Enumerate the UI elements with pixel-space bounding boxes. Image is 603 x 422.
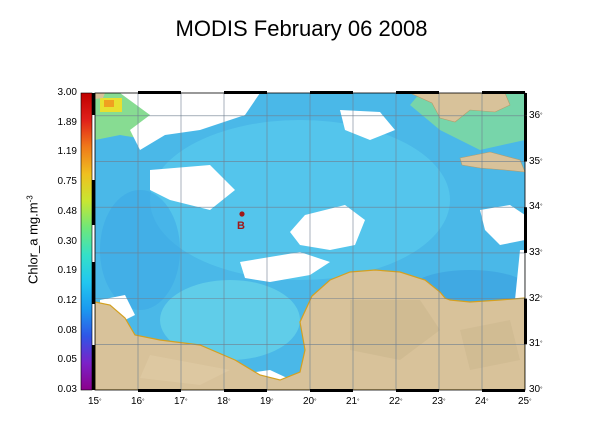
longitude-label-16: 16° <box>131 396 145 407</box>
colorbar-tick-3: 0.75 <box>57 176 77 188</box>
longitude-label-21: 21° <box>346 396 360 407</box>
frame-scale-bar <box>310 91 353 94</box>
frame-scale-bar <box>138 91 181 94</box>
colorbar-tick-5: 0.30 <box>57 235 77 247</box>
latitude-label-35: 35° <box>529 155 543 167</box>
lat-lon-grid <box>95 93 525 390</box>
longitude-label-19: 19° <box>260 396 274 407</box>
longitude-label-18: 18° <box>217 396 231 407</box>
colorbar-tick-7: 0.12 <box>57 294 77 306</box>
colorbar-black-segments <box>92 93 95 390</box>
longitude-label-23: 23° <box>432 396 446 407</box>
frame-scale-bar <box>396 91 439 94</box>
greece-landmass <box>409 93 511 123</box>
frame-scale-bar <box>524 298 527 345</box>
colorbar-tick-1: 1.89 <box>57 116 77 128</box>
colorbar-tick-2: 1.19 <box>57 146 77 158</box>
latitude-label-32: 32° <box>529 292 543 304</box>
frame-scale-bar <box>524 207 527 253</box>
longitude-label-17: 17° <box>174 396 188 407</box>
frame-scale-bar <box>224 389 267 392</box>
latitude-label-31: 31° <box>529 338 543 350</box>
station-label: B <box>237 220 245 232</box>
latitude-label-33: 33° <box>529 246 543 258</box>
frame-scale-bar <box>138 389 181 392</box>
frame-scale-bar <box>482 91 525 94</box>
colorbar-tick-6: 0.19 <box>57 265 77 277</box>
frame-scale-bar <box>482 389 525 392</box>
colorbar-tick-8: 0.08 <box>57 324 77 336</box>
map-area <box>95 93 525 390</box>
frame-scale-bar <box>524 115 527 162</box>
colorbar-tick-0: 3.00 <box>57 87 77 98</box>
frame-scale-bar <box>224 91 267 94</box>
longitude-label-25: 25° <box>518 396 532 407</box>
crete-landmass <box>459 151 525 173</box>
frame-scale-bar <box>524 93 527 116</box>
longitude-label-24: 24° <box>475 396 489 407</box>
station-marker <box>239 211 245 217</box>
longitude-label-15: 15° <box>88 396 102 407</box>
longitude-label-22: 22° <box>389 396 403 407</box>
map-title: MODIS February 06 2008 <box>175 16 428 41</box>
latitude-label-34: 34° <box>529 201 543 213</box>
frame-scale-bar <box>310 389 353 392</box>
colorbar-tick-9: 0.05 <box>57 354 77 366</box>
frame-scale-bar <box>396 389 439 392</box>
colorbar-tick-4: 0.48 <box>57 205 77 217</box>
latitude-label-30: 30° <box>529 384 543 395</box>
colorbar <box>80 92 93 391</box>
latitude-label-36: 36° <box>529 109 543 121</box>
map-frame-ticks <box>138 91 527 392</box>
colorbar-tick-10: 0.03 <box>57 384 77 395</box>
longitude-label-20: 20° <box>303 396 317 407</box>
